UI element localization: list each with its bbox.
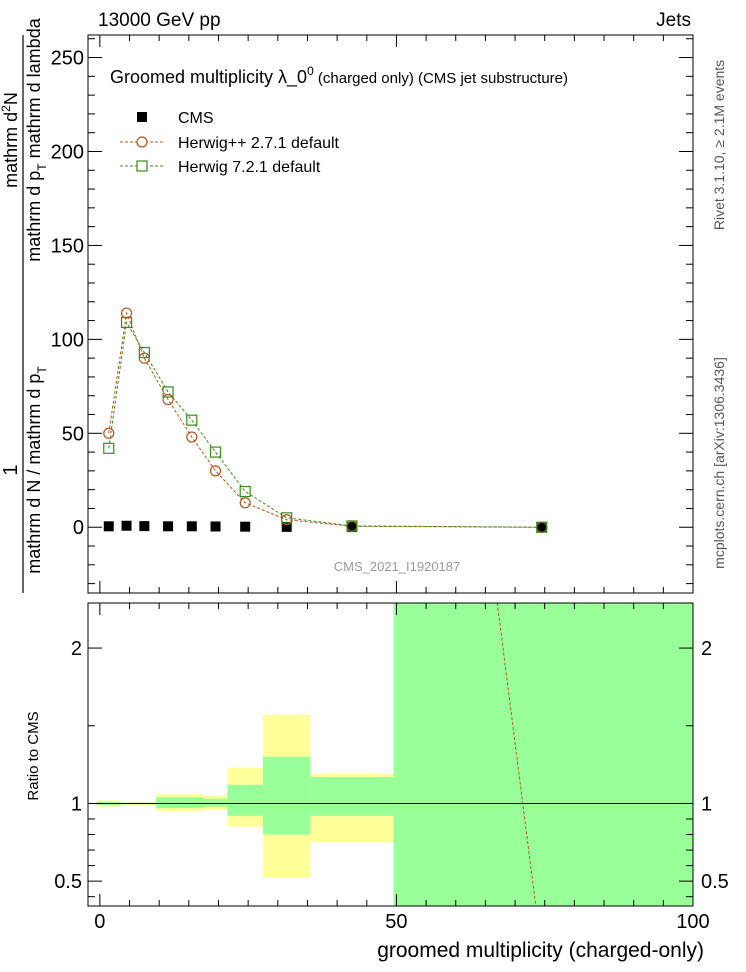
herwigpp-point	[162, 393, 174, 406]
cms-point	[346, 522, 357, 533]
ratio-band-green	[156, 797, 204, 809]
ratio-y-label: Ratio to CMS	[25, 711, 42, 800]
herwig7-point	[346, 520, 358, 532]
legend: CMS Herwig++ 2.7.1 default Herwig 7.2.1 de…	[120, 110, 340, 176]
legend-herwigpp-label: Herwig++ 2.7.1 default	[178, 135, 340, 152]
y-tick-label: 100	[51, 329, 84, 351]
herwig7-point	[120, 316, 133, 329]
mcplots-label: mcplots.cern.ch [arXiv:1306.3436]	[711, 357, 727, 569]
title-main: Groomed multiplicity λ_0	[110, 67, 307, 88]
ratio-band-green	[310, 777, 394, 816]
ratio-band-green	[203, 798, 228, 807]
cms-series	[103, 520, 547, 533]
y-tick-label: 50	[62, 423, 84, 445]
title-rest: (charged only) (CMS jet substructure)	[314, 70, 568, 87]
cms-point	[139, 521, 150, 532]
cms-point	[210, 521, 221, 532]
herwig7-point	[536, 521, 548, 533]
analysis-tag: CMS_2021_I1920187	[334, 559, 461, 574]
ratio-herwigpp-line	[496, 602, 537, 907]
herwig7-point	[239, 485, 251, 498]
ratio-band-green	[393, 603, 693, 906]
legend-herwig7-label: Herwig 7.2.1 default	[178, 159, 321, 176]
main-frame	[87, 34, 694, 594]
y-tick-label: 0	[73, 517, 84, 539]
process-label: Jets	[656, 10, 691, 31]
energy-label: 13000 GeV pp	[98, 10, 221, 31]
cms-point	[240, 521, 251, 532]
cms-point	[121, 520, 132, 531]
ratio-x-ticks: 0 50 100	[94, 603, 710, 933]
herwigpp-line	[108, 311, 542, 528]
ratio-y-tick-label-right: 1	[701, 793, 712, 815]
ratio-x-tick-label: 50	[385, 911, 407, 933]
ratio-y-tick-label-right: 0.5	[701, 871, 729, 893]
main-y-ticks: 0 50 100 150 200 250	[51, 38, 693, 585]
herwigpp-point	[120, 307, 133, 319]
ratio-bands	[96, 603, 693, 906]
main-y-label: 1 mathrm d N / mathrm d pT mathrm d2Nmathr…	[0, 17, 49, 593]
ratio-y-tick-label-left: 1	[71, 793, 82, 815]
x-axis-label: groomed multiplicity (charged-only)	[377, 939, 704, 962]
y-label-numerator-2: mathrm d2N	[0, 92, 21, 188]
y-tick-label: 250	[51, 48, 84, 70]
y-label-denominator-2: mathrm d pT mathrm d lambda	[24, 17, 49, 261]
legend-cms-label: CMS	[178, 110, 214, 127]
chart-title: Groomed multiplicity λ_00 (charged only)…	[110, 64, 568, 88]
rivet-label: Rivet 3.1.10, ≥ 2.1M events	[711, 60, 727, 230]
ratio-x-tick-label: 100	[676, 911, 709, 933]
legend-herwig7-marker	[136, 160, 148, 172]
legend-cms-marker	[137, 112, 147, 122]
legend-herwigpp-marker	[136, 136, 148, 148]
cms-point	[186, 521, 197, 532]
cms-point	[163, 521, 174, 532]
herwigpp-point	[138, 352, 150, 364]
herwig7-point	[138, 346, 150, 359]
ratio-y-tick-label-right: 2	[701, 638, 712, 660]
ratio-y-ticks: 0.5 0.5 1 1 2 2	[54, 638, 729, 898]
cms-point	[103, 521, 114, 532]
y-label-numerator-1: 1	[0, 464, 22, 475]
herwigpp-point	[239, 497, 251, 509]
herwig7-line	[108, 320, 542, 528]
ratio-band-green	[227, 784, 263, 816]
herwig7-point	[186, 414, 198, 426]
cms-point	[536, 522, 547, 533]
y-tick-label: 150	[51, 235, 84, 257]
herwigpp-series	[103, 307, 548, 533]
herwig7-point	[162, 386, 174, 398]
ratio-y-tick-label-left: 2	[71, 638, 82, 660]
herwigpp-point	[103, 427, 115, 439]
ratio-band-green	[262, 756, 311, 835]
ratio-x-tick-label: 0	[94, 911, 105, 933]
y-tick-label: 200	[51, 141, 84, 163]
herwigpp-point	[209, 465, 222, 477]
title-superscript: 0	[307, 64, 314, 78]
cms-point	[281, 521, 292, 532]
ratio-y-tick-label-left: 0.5	[54, 871, 82, 893]
herwig7-point	[209, 446, 222, 458]
main-x-ticks	[99, 35, 694, 593]
y-label-denominator-1: mathrm d N / mathrm d pT	[24, 366, 49, 574]
ratio-panel: 0.5 0.5 1 1 2 2 0 50 100 Ratio to CMS groomed mult…	[25, 602, 729, 962]
ratio-frame	[87, 602, 694, 907]
herwigpp-point	[186, 431, 198, 443]
herwig7-point	[281, 512, 293, 524]
herwig7-series	[103, 316, 548, 533]
herwig7-point	[103, 442, 115, 454]
